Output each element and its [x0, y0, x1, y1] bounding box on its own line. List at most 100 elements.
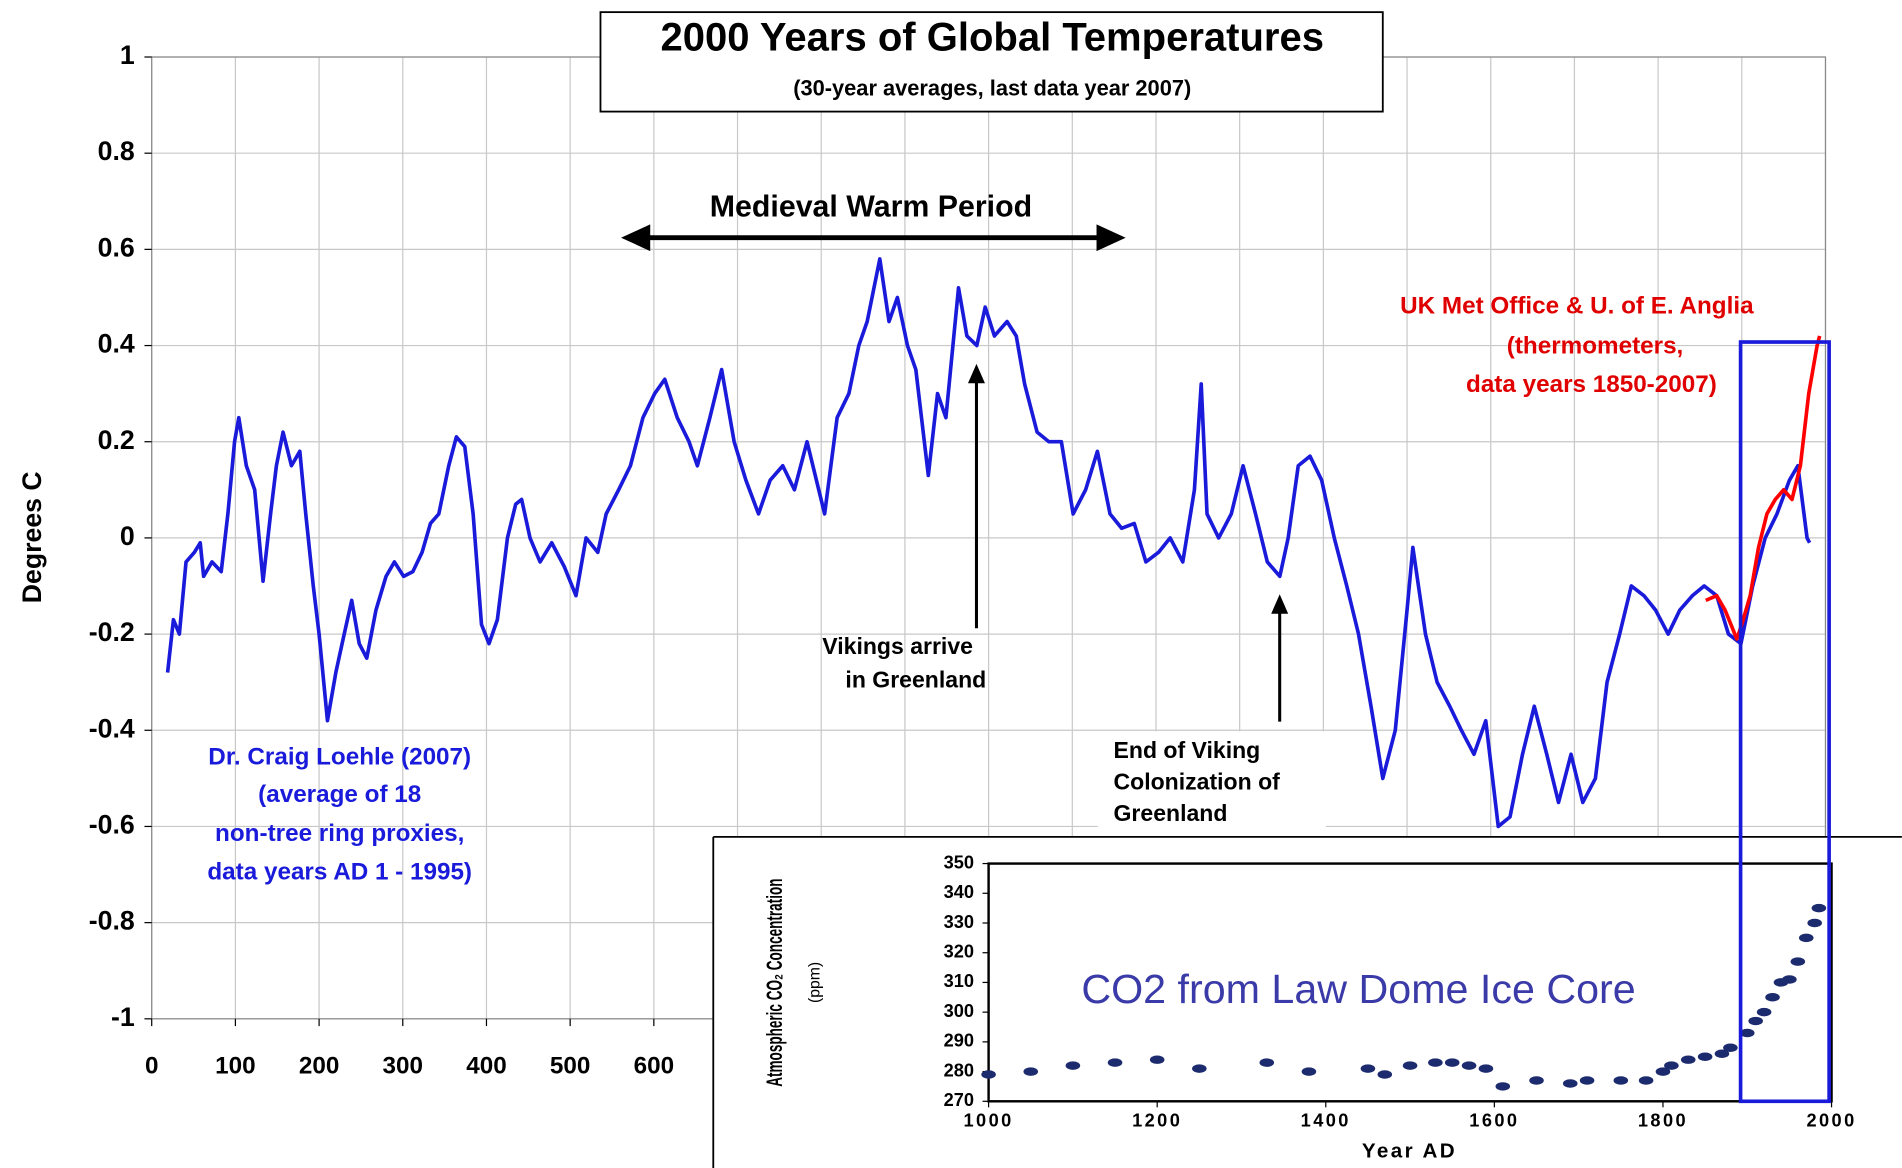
series-label: non-tree ring proxies, [215, 820, 464, 847]
label-box [1097, 731, 1326, 839]
scatter-point [1811, 903, 1827, 913]
y-tick-label: 270 [944, 1090, 974, 1110]
y-tick-label: 350 [944, 852, 974, 872]
arrow-head [1096, 224, 1126, 252]
scatter-point [1562, 1079, 1578, 1088]
y-tick-label: 310 [944, 971, 974, 991]
y-axis-label: Degrees C [17, 471, 47, 603]
y-tick-label: 0.8 [98, 136, 135, 166]
inset-title: CO2 from Law Dome Ice Core [1081, 966, 1635, 1012]
inset-background [713, 836, 1902, 1168]
line-series [1705, 335, 1822, 641]
annotations: 2000 Years of Global Temperatures (30-ye… [17, 11, 1754, 886]
scatter-point [1579, 1076, 1595, 1085]
scatter-point [1664, 1061, 1679, 1070]
scatter-point [1402, 1061, 1418, 1070]
arrow-head [621, 224, 651, 252]
y-tick-label: 0.2 [98, 425, 135, 455]
scatter-point [1807, 918, 1822, 928]
scatter-point [1478, 1064, 1494, 1073]
y-tick-label: 340 [944, 882, 974, 902]
inset-y-label: Atmospheric CO₂ Concentration [763, 879, 787, 1087]
scatter-point [1259, 1058, 1275, 1067]
scatter-point [1428, 1058, 1443, 1067]
y-tick-label: -0.8 [89, 906, 135, 936]
annotation: in Greenland [845, 667, 986, 693]
scatter-point [1655, 1067, 1671, 1076]
scatter-point [1301, 1067, 1317, 1076]
x-tick-label: 0 [145, 1053, 159, 1080]
x-tick-label: 1600 [1469, 1111, 1519, 1131]
scatter-point [1149, 1055, 1165, 1064]
annotation: Medieval Warm Period [710, 191, 1032, 224]
chart-subtitle: (30-year averages, last data year 2007) [793, 76, 1191, 101]
y-tick-label: -0.6 [89, 810, 135, 840]
annotation: Vikings arrive [822, 633, 973, 659]
x-tick-label: 600 [634, 1053, 674, 1080]
x-tick-label: 200 [299, 1053, 339, 1080]
annotation: Colonization of [1114, 769, 1281, 795]
scatter-point [1739, 1028, 1755, 1038]
scatter-point [1638, 1076, 1654, 1085]
y-tick-label: 0.4 [98, 329, 135, 359]
scatter-point [1461, 1061, 1477, 1070]
annotation: Greenland [1114, 800, 1228, 826]
arrow-head [967, 363, 985, 384]
line-series [165, 257, 1812, 829]
inset-x-label: Year AD [1362, 1140, 1457, 1163]
title-box [599, 11, 1384, 113]
scatter-point [1360, 1064, 1376, 1073]
chart-title: 2000 Years of Global Temperatures [660, 16, 1324, 60]
y-tick-label: 0 [120, 521, 135, 551]
scatter-point [1782, 975, 1797, 984]
x-tick-label: 1000 [964, 1111, 1014, 1131]
y-tick-label: 330 [944, 912, 974, 932]
scatter-point [1495, 1082, 1511, 1091]
scatter-point [1756, 1007, 1772, 1017]
y-tick-label: -0.2 [89, 617, 135, 647]
x-tick-label: 500 [550, 1053, 590, 1080]
scatter-point [1444, 1058, 1460, 1067]
scatter-point [1613, 1076, 1629, 1085]
scatter-point [1065, 1061, 1081, 1070]
scatter-point [1529, 1076, 1544, 1085]
arrow-head [1271, 594, 1289, 614]
series-label: (thermometers, [1507, 332, 1684, 359]
scatter-point [1680, 1055, 1696, 1064]
x-tick-label: 1800 [1638, 1111, 1688, 1131]
scatter-point [981, 1070, 996, 1079]
series-label: Dr. Craig Loehle (2007) [208, 743, 471, 770]
series-label: data years 1850-2007) [1466, 371, 1717, 398]
scatter-point [1697, 1052, 1713, 1061]
x-tick-label: 1400 [1301, 1111, 1351, 1131]
x-tick-label: 300 [383, 1053, 423, 1080]
x-tick-label: 2000 [1806, 1111, 1856, 1131]
annotation: End of Viking [1114, 737, 1261, 763]
scatter-point [1790, 957, 1806, 966]
scatter-point [1377, 1070, 1393, 1079]
x-tick-label: 400 [466, 1053, 506, 1080]
scatter-point [1748, 1016, 1763, 1026]
x-tick-label: 1200 [1132, 1111, 1182, 1131]
scatter-point [1765, 993, 1780, 1002]
series-label: UK Met Office & U. of E. Anglia [1400, 292, 1754, 319]
scatter-point [1192, 1064, 1207, 1073]
scatter-point [1023, 1067, 1039, 1076]
series-label: (average of 18 [258, 781, 421, 808]
scatter-point [1723, 1043, 1738, 1053]
y-tick-label: 300 [944, 1001, 974, 1021]
inset-y-label: (ppm) [806, 962, 823, 1003]
inset-chart: Atmospheric CO₂ Concentration (ppm) Year… [712, 835, 1902, 1168]
x-tick-label: 100 [215, 1053, 255, 1080]
y-tick-label: -0.4 [89, 713, 135, 743]
y-tick-label: 280 [944, 1060, 974, 1080]
scatter-point [1798, 933, 1814, 943]
y-tick-label: 1 [120, 40, 135, 70]
y-tick-label: -1 [111, 1002, 135, 1032]
highlight-box [1738, 340, 1831, 1104]
scatter-point [1714, 1049, 1730, 1058]
y-tick-label: 290 [944, 1031, 974, 1051]
y-tick-label: 0.6 [98, 232, 135, 262]
y-tick-label: 320 [944, 942, 974, 962]
